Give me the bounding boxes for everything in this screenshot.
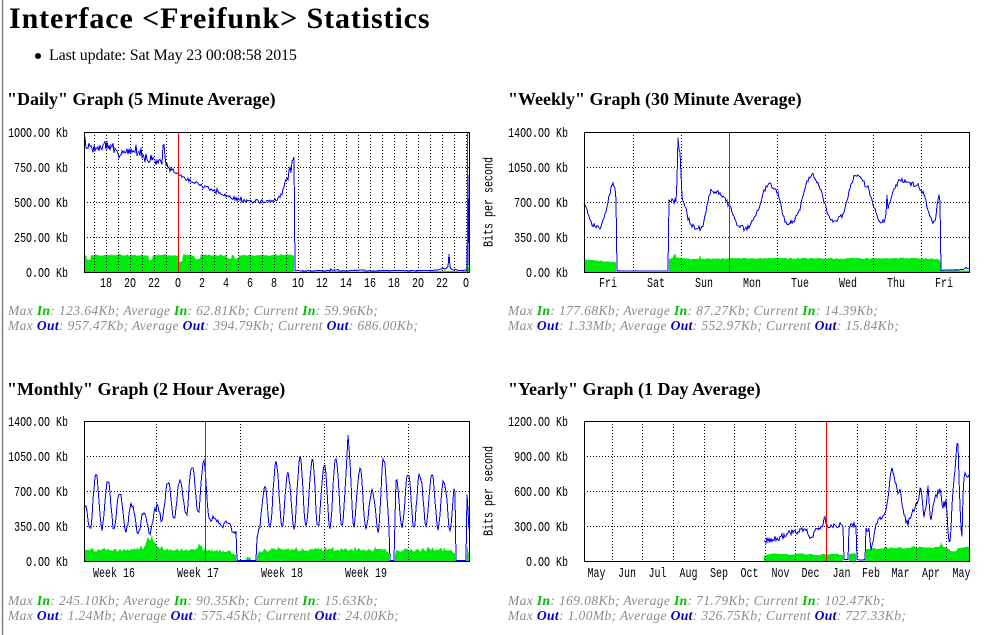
svg-text:4: 4 (223, 276, 229, 292)
svg-text:5OO.OO Kb: 5OO.OO Kb (14, 196, 68, 212)
svg-text:8: 8 (271, 276, 277, 292)
svg-text:1O5O.OO Kb: 1O5O.OO Kb (508, 161, 568, 177)
svg-text:Sep: Sep (710, 566, 728, 582)
svg-text:Nov: Nov (772, 566, 790, 582)
svg-text:Tue: Tue (791, 276, 809, 292)
svg-text:Thu: Thu (887, 276, 905, 292)
svg-text:Sun: Sun (695, 276, 713, 292)
svg-text:16: 16 (364, 276, 376, 292)
svg-text:9OO.OO Kb: 9OO.OO Kb (514, 450, 568, 466)
svg-text:6: 6 (247, 276, 253, 292)
svg-text:Feb: Feb (862, 566, 880, 582)
svg-text:Bits per second: Bits per second (481, 446, 497, 536)
svg-text:Fri: Fri (935, 276, 953, 292)
svg-text:Jul: Jul (649, 566, 667, 582)
svg-text:18: 18 (100, 276, 112, 292)
svg-text:22: 22 (148, 276, 160, 292)
svg-text:35O.OO Kb: 35O.OO Kb (14, 520, 68, 536)
svg-text:12OO.OO Kb: 12OO.OO Kb (508, 415, 568, 431)
svg-text:Sat: Sat (647, 276, 665, 292)
svg-text:7OO.OO Kb: 7OO.OO Kb (14, 485, 68, 501)
svg-text:Aug: Aug (680, 566, 698, 582)
svg-text:O: O (463, 276, 469, 292)
svg-text:Week 18: Week 18 (261, 566, 303, 582)
svg-text:Week 16: Week 16 (93, 566, 135, 582)
svg-text:Week 17: Week 17 (177, 566, 219, 582)
svg-text:O.OO Kb: O.OO Kb (526, 266, 568, 282)
svg-text:May: May (953, 566, 971, 582)
svg-text:O.OO Kb: O.OO Kb (26, 555, 68, 571)
svg-text:18: 18 (388, 276, 400, 292)
svg-text:O.OO Kb: O.OO Kb (526, 555, 568, 571)
svg-text:Mon: Mon (743, 276, 761, 292)
svg-text:22: 22 (436, 276, 448, 292)
svg-text:Dec: Dec (802, 566, 820, 582)
svg-text:2O: 2O (124, 276, 136, 292)
svg-text:Week 19: Week 19 (345, 566, 387, 582)
svg-text:14OO.OO Kb: 14OO.OO Kb (8, 415, 68, 431)
svg-text:Jun: Jun (618, 566, 636, 582)
svg-text:12: 12 (316, 276, 328, 292)
svg-text:1O5O.OO Kb: 1O5O.OO Kb (8, 450, 68, 466)
svg-text:Mar: Mar (892, 566, 910, 582)
svg-text:O: O (175, 276, 181, 292)
svg-text:Jan: Jan (833, 566, 851, 582)
svg-text:Fri: Fri (599, 276, 617, 292)
svg-text:14: 14 (340, 276, 352, 292)
svg-text:35O.OO Kb: 35O.OO Kb (514, 231, 568, 247)
svg-text:Bits per second: Bits per second (481, 157, 497, 247)
svg-text:75O.OO Kb: 75O.OO Kb (14, 161, 68, 177)
svg-text:May: May (588, 566, 606, 582)
svg-text:2O: 2O (412, 276, 424, 292)
svg-text:7OO.OO Kb: 7OO.OO Kb (514, 196, 568, 212)
svg-text:25O.OO Kb: 25O.OO Kb (14, 231, 68, 247)
svg-text:3OO.OO Kb: 3OO.OO Kb (514, 520, 568, 536)
svg-text:1OOO.OO Kb: 1OOO.OO Kb (8, 126, 68, 142)
svg-text:Apr: Apr (922, 566, 940, 582)
svg-text:O.OO Kb: O.OO Kb (26, 266, 68, 282)
svg-text:14OO.OO Kb: 14OO.OO Kb (508, 126, 568, 142)
svg-text:6OO.OO Kb: 6OO.OO Kb (514, 485, 568, 501)
svg-text:Wed: Wed (839, 276, 857, 292)
svg-text:1O: 1O (292, 276, 304, 292)
svg-text:Oct: Oct (741, 566, 759, 582)
svg-text:2: 2 (199, 276, 205, 292)
